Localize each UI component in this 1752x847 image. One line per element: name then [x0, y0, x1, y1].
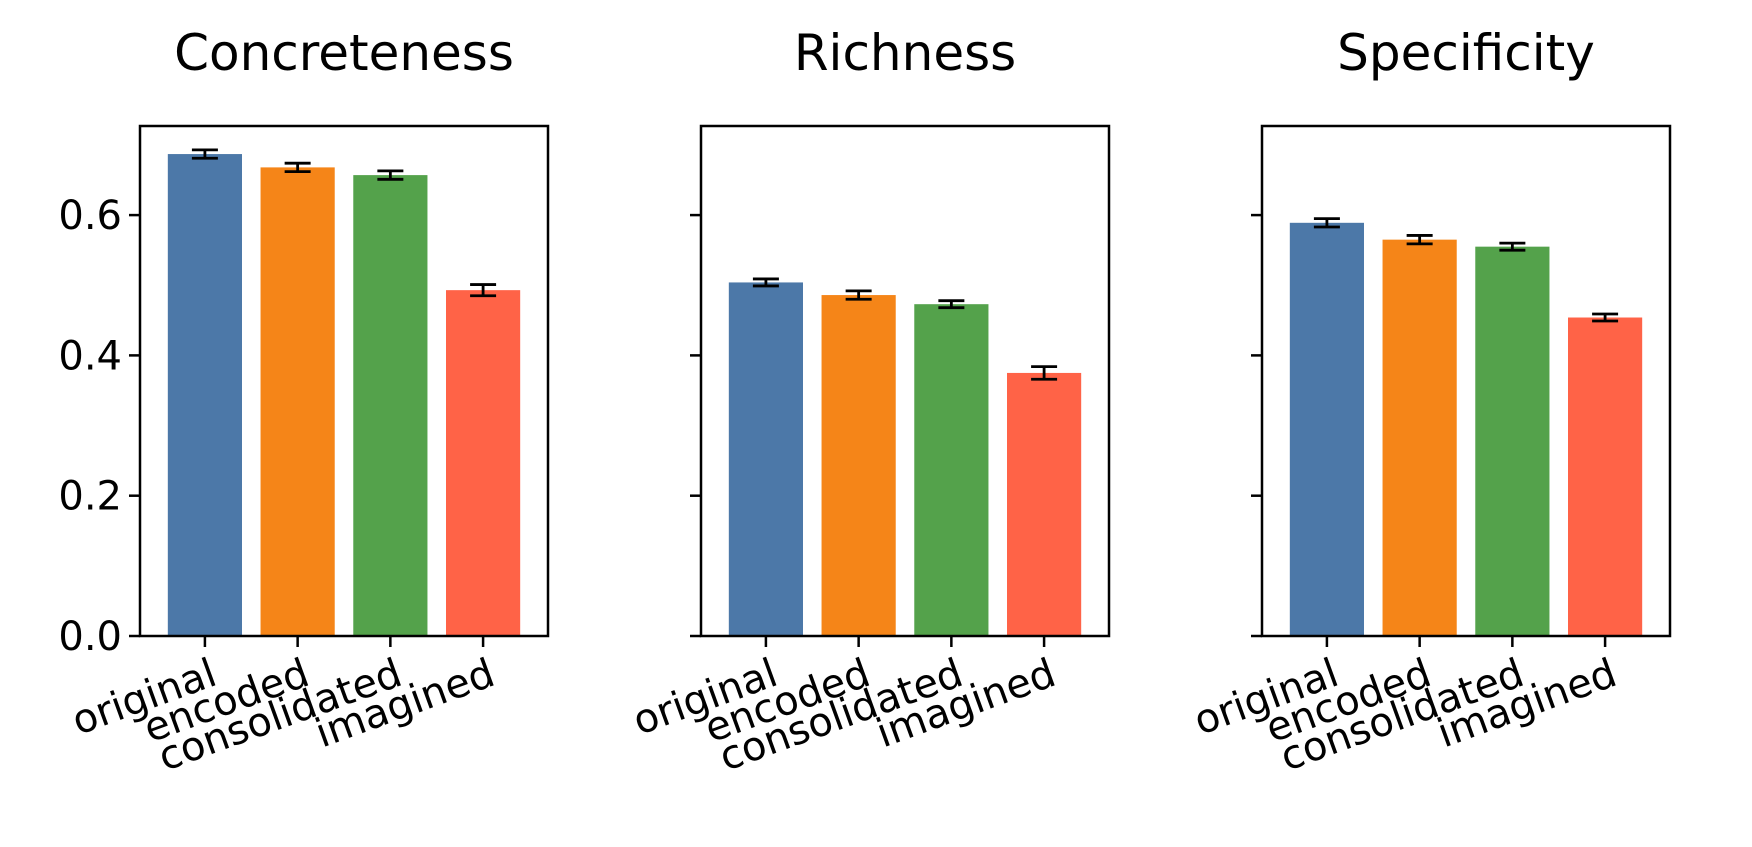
bar-original [167, 154, 242, 636]
y-tick-label: 0.6 [58, 193, 122, 239]
bar-consolidated [914, 304, 989, 636]
bar-original [728, 282, 803, 636]
axes-frame [699, 124, 1111, 638]
x-tick-label-imagined: imagined [310, 650, 501, 757]
bar-encoded [821, 295, 896, 636]
panel-title: Concreteness [174, 24, 514, 82]
x-tick-label-imagined: imagined [871, 650, 1062, 757]
y-tick-label: 0.2 [58, 474, 122, 520]
bar-imagined [1568, 317, 1643, 636]
chart-panel-1: Richnessoriginalencodedconsolidatedimagi… [627, 24, 1111, 781]
bar-encoded [260, 167, 335, 636]
bar-consolidated [353, 175, 428, 637]
panel-title: Richness [794, 24, 1016, 82]
x-tick-label-imagined: imagined [1432, 650, 1623, 757]
bar-encoded [1382, 239, 1457, 636]
axes-frame [1260, 124, 1672, 638]
bar-imagined [446, 290, 521, 636]
bar-original [1289, 222, 1364, 636]
axes-frame [138, 124, 550, 638]
panel-title: Specificity [1337, 24, 1595, 82]
y-tick-label: 0.0 [58, 614, 122, 660]
bar-imagined [1007, 372, 1082, 636]
bar-consolidated [1475, 246, 1550, 636]
y-tick-label: 0.4 [58, 333, 122, 379]
chart-panel-2: Specificityoriginalencodedconsolidatedim… [1188, 24, 1672, 781]
chart-panel-0: Concretenessoriginalencodedconsolidatedi… [58, 24, 550, 781]
